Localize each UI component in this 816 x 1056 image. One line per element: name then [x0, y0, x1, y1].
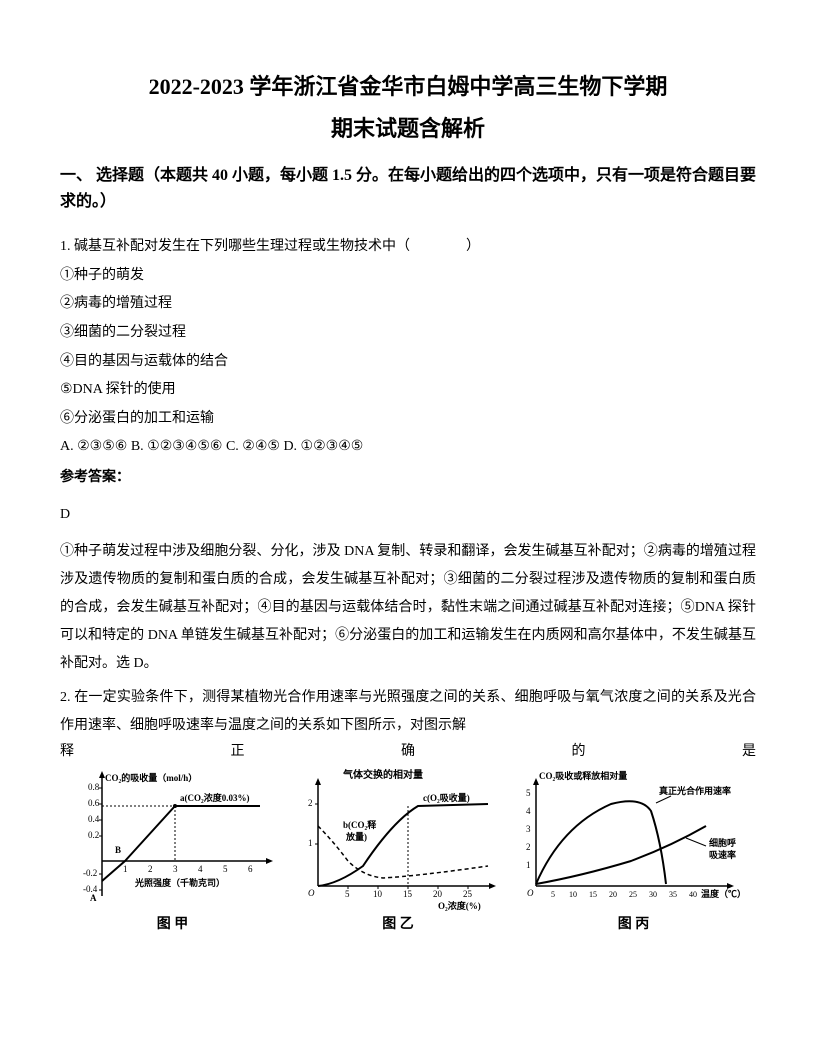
- c2-xt-25: 25: [463, 889, 473, 899]
- q1-stem: 1. 碱基互补配对发生在下列哪些生理过程或生物技术中（ ）: [60, 234, 756, 261]
- c3-xt-5: 5: [551, 890, 555, 899]
- q1-answer: D: [60, 502, 756, 529]
- c3-curve2a: 细胞呼: [709, 837, 736, 848]
- c1-point-b: B: [115, 845, 121, 855]
- c3-xt-40: 40: [689, 890, 697, 899]
- c1-xt-6: 6: [248, 864, 253, 874]
- c2-xlabel: O₂浓度(%): [438, 900, 481, 911]
- q1-item-1: ①种子的萌发: [60, 263, 756, 290]
- q2-spread: 释 正 确 的 是: [60, 740, 756, 760]
- chart2-label: 图 乙: [382, 913, 414, 933]
- c3-xt-10: 10: [569, 890, 577, 899]
- q1-item-6: ⑥分泌蛋白的加工和运输: [60, 406, 756, 433]
- q1-explanation: ①种子萌发过程中涉及细胞分裂、分化，涉及 DNA 复制、转录和翻译，会发生碱基互…: [60, 538, 756, 678]
- doc-title-line1: 2022-2023 学年浙江省金华市白姆中学高三生物下学期: [60, 70, 756, 103]
- c1-xt-3: 3: [173, 864, 178, 874]
- c3-xt-20: 20: [609, 890, 617, 899]
- c1-yt-06: 0.6: [88, 798, 100, 808]
- c2-yt-1: 1: [308, 838, 313, 848]
- c3-ylabel: CO₂吸收或释放相对量: [539, 770, 627, 781]
- q2-spread-0: 释: [60, 740, 74, 760]
- c3-xt-30: 30: [649, 890, 657, 899]
- c3-curve1: 真正光合作用速率: [659, 785, 731, 796]
- charts-container: 0.8 0.6 0.4 0.2 -0.2 -0.4 1 2 3 4 5 6: [60, 766, 756, 936]
- c2-origin: O: [308, 888, 315, 898]
- c2-xt-10: 10: [373, 889, 383, 899]
- q1-item-3: ③细菌的二分裂过程: [60, 320, 756, 347]
- chart3-wrapper: 5 4 3 2 1 5 10 15 20 25 30 35 40 CO₂吸收或释…: [511, 766, 756, 936]
- c3-origin: O: [527, 888, 534, 898]
- c2-curve-b2: 放量): [345, 831, 367, 842]
- chart1-wrapper: 0.8 0.6 0.4 0.2 -0.2 -0.4 1 2 3 4 5 6: [60, 766, 285, 936]
- q1-options: A. ②③⑤⑥ B. ①②③④⑤⑥ C. ②④⑤ D. ①②③④⑤: [60, 434, 756, 461]
- chart3-svg: 5 4 3 2 1 5 10 15 20 25 30 35 40 CO₂吸收或释…: [511, 766, 756, 911]
- c2-xt-15: 15: [403, 889, 413, 899]
- c1-yt-02: 0.2: [88, 830, 99, 840]
- c1-curve-label: a(CO₂浓度0.03%): [180, 792, 249, 803]
- c2-curve-b1: b(CO₂释: [343, 819, 377, 830]
- c1-xt-5: 5: [223, 864, 228, 874]
- q2-spread-3: 的: [572, 740, 586, 760]
- c2-curve-c: c(O₂吸收量): [423, 792, 470, 803]
- c3-xt-25: 25: [629, 890, 637, 899]
- chart2-svg: 1 2 5 10 15 20 25 气体交换的相对量 c(O₂吸收量) b(CO…: [288, 766, 508, 911]
- c2-xt-5: 5: [345, 889, 350, 899]
- c3-yt-5: 5: [526, 788, 531, 798]
- c2-xt-20: 20: [433, 889, 443, 899]
- c1-ylabel: CO₂的吸收量（mol/h）: [105, 772, 197, 783]
- c1-yt-n02: -0.2: [83, 868, 97, 878]
- chart2-wrapper: 1 2 5 10 15 20 25 气体交换的相对量 c(O₂吸收量) b(CO…: [288, 766, 508, 936]
- question-1: 1. 碱基互补配对发生在下列哪些生理过程或生物技术中（ ） ①种子的萌发 ②病毒…: [60, 234, 756, 678]
- c3-xlabel: 温度（℃）: [701, 888, 746, 899]
- c1-yt-04: 0.4: [88, 814, 100, 824]
- c3-xt-35: 35: [669, 890, 677, 899]
- q2-spread-2: 确: [401, 740, 415, 760]
- c1-point-a: A: [90, 893, 97, 903]
- c2-yt-2: 2: [308, 798, 313, 808]
- answer-label: 参考答案：: [60, 465, 756, 492]
- c1-yt-08: 0.8: [88, 782, 100, 792]
- c1-xlabel: 光照强度（千勒克司）: [134, 877, 225, 888]
- q1-item-2: ②病毒的增殖过程: [60, 291, 756, 318]
- q2-text: 2. 在一定实验条件下，测得某植物光合作用速率与光照强度之间的关系、细胞呼吸与氧…: [60, 684, 756, 740]
- doc-title-line2: 期末试题含解析: [60, 111, 756, 143]
- section-header: 一、 选择题（本题共 40 小题，每小题 1.5 分。在每小题给出的四个选项中，…: [60, 163, 756, 214]
- c3-yt-3: 3: [526, 824, 531, 834]
- c3-yt-2: 2: [526, 842, 531, 852]
- c3-yt-4: 4: [526, 806, 531, 816]
- c3-xt-15: 15: [589, 890, 597, 899]
- c2-ylabel: 气体交换的相对量: [342, 768, 423, 781]
- c3-curve2b: 吸速率: [709, 849, 736, 860]
- chart1-svg: 0.8 0.6 0.4 0.2 -0.2 -0.4 1 2 3 4 5 6: [60, 766, 285, 911]
- q2-spread-1: 正: [231, 740, 245, 760]
- chart1-label: 图 甲: [157, 913, 189, 933]
- q1-item-5: ⑤DNA 探针的使用: [60, 377, 756, 404]
- q1-item-4: ④目的基因与运载体的结合: [60, 349, 756, 376]
- q2-spread-4: 是: [742, 740, 756, 760]
- c1-xt-2: 2: [148, 864, 153, 874]
- c1-xt-1: 1: [123, 864, 128, 874]
- c1-xt-4: 4: [198, 864, 203, 874]
- chart3-label: 图 丙: [618, 913, 650, 933]
- c3-yt-1: 1: [526, 860, 531, 870]
